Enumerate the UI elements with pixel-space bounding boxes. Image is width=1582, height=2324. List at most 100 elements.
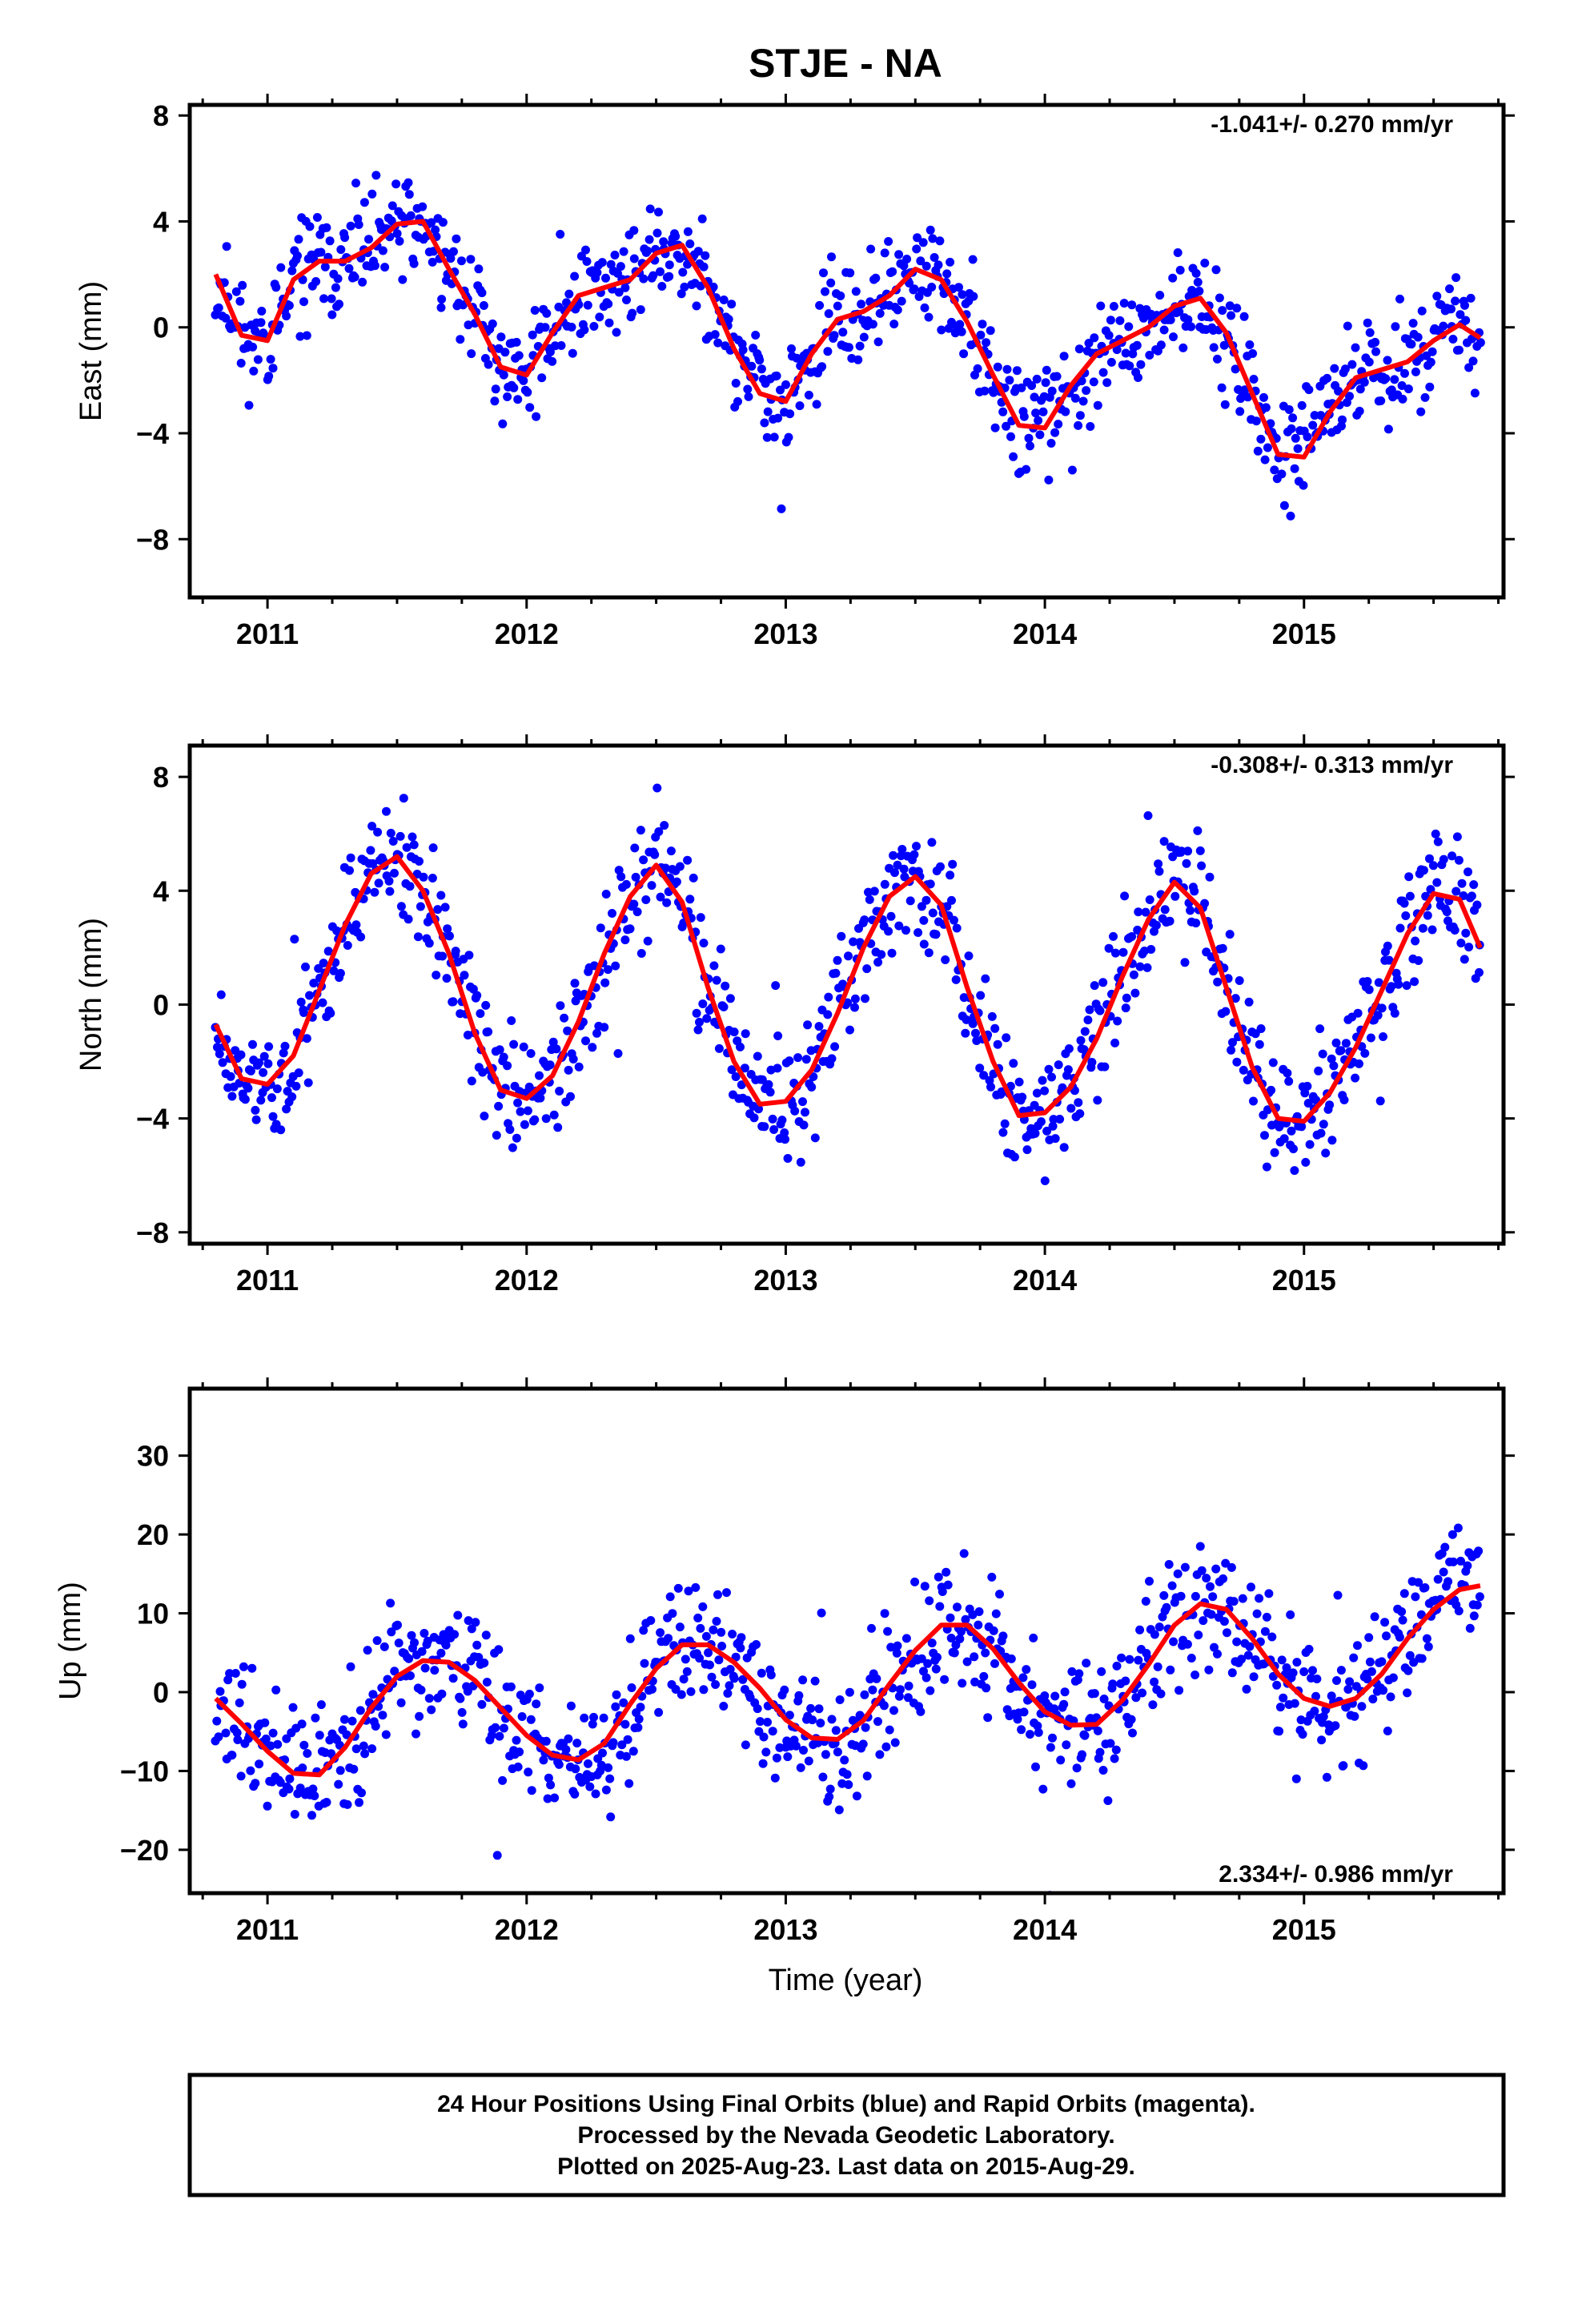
data-point [441,1640,451,1650]
y-tick-label: −8 [136,1216,169,1249]
data-point [356,932,366,942]
data-point [927,838,937,847]
data-point [235,296,245,306]
data-point [349,1764,359,1774]
data-point [934,1572,943,1582]
data-point [843,998,853,1007]
data-point [1395,1632,1404,1642]
data-point [1055,1115,1065,1124]
data-point [1469,1611,1479,1621]
data-point [1298,1730,1307,1739]
data-point [1416,1610,1426,1619]
data-point [523,1106,532,1116]
data-point [490,396,500,406]
data-point [675,862,685,871]
x-tick-label: 2014 [1013,617,1077,650]
data-point [1208,1592,1218,1602]
data-point [1002,421,1011,431]
data-point [758,1759,768,1768]
data-point [1251,416,1261,426]
data-point [1084,339,1094,348]
data-point [1017,1725,1026,1735]
data-point [654,207,663,217]
data-point [271,283,281,292]
data-point [654,827,664,836]
x-tick-label: 2015 [1272,1264,1336,1297]
data-point [581,245,590,255]
data-point [1109,302,1118,311]
data-point [580,1713,589,1723]
data-point [1299,1667,1309,1676]
data-point [1341,1703,1351,1712]
data-point [855,341,865,351]
data-point [883,1626,893,1636]
data-point [364,235,373,244]
data-point [1103,1796,1113,1805]
data-point [827,1054,837,1063]
data-point [491,1723,500,1732]
data-point [298,1763,307,1773]
data-point [1290,1699,1299,1708]
data-point [544,1773,553,1783]
data-point [1284,405,1294,414]
footer-line-2: Processed by the Nevada Geodetic Laborat… [577,2122,1114,2149]
data-point [905,896,915,906]
data-point [1439,1567,1448,1577]
data-point [479,301,488,310]
data-point [711,1680,721,1689]
data-point [1423,1642,1433,1651]
data-point [1180,1562,1190,1572]
data-point [231,287,241,296]
east-panel: 2011 2012 2013 2014 2015 8 4 0 −4 −8 East (mm) -1.0… [74,94,1515,650]
data-point [604,1763,613,1772]
data-point [1080,1027,1090,1036]
data-point [699,1685,709,1695]
data-point [771,981,781,991]
data-point [757,364,766,374]
data-point [1134,907,1143,917]
data-point [925,1596,934,1606]
data-point [935,1602,945,1611]
data-point [917,902,926,911]
data-point [1447,851,1457,861]
data-point [318,998,327,1007]
data-point [448,997,458,1007]
data-point [1267,1085,1276,1095]
data-point [442,974,452,983]
data-point [971,1028,980,1038]
data-point [1301,1157,1311,1167]
data-point [480,1112,489,1121]
data-point [1074,344,1084,354]
data-point [374,879,383,888]
data-point [804,1756,813,1766]
data-point [1000,1119,1010,1128]
data-point [1085,1005,1094,1015]
data-point [1050,1134,1060,1144]
data-point [1127,932,1137,941]
data-point [926,1686,935,1695]
data-point [1363,318,1372,328]
data-point [1244,997,1254,1007]
data-point [1048,1733,1057,1743]
data-point [1239,1065,1248,1075]
data-point [1195,1542,1205,1551]
data-point [799,1120,809,1130]
data-point [1221,1558,1231,1568]
data-point [1121,1003,1130,1013]
x-tick-label: 2011 [236,617,299,650]
data-point [257,307,267,316]
data-point [405,882,415,891]
data-point [1027,381,1037,390]
data-point [1475,1592,1484,1602]
data-point [987,1011,997,1021]
data-point [931,1664,941,1674]
data-point [1232,1057,1242,1067]
data-point [1086,422,1095,431]
data-point [1411,936,1420,946]
data-point [1334,386,1343,396]
data-point [1377,1657,1387,1667]
data-point [1357,1702,1367,1711]
data-point [416,902,425,911]
data-point [1186,1654,1196,1663]
data-point [543,1794,552,1803]
